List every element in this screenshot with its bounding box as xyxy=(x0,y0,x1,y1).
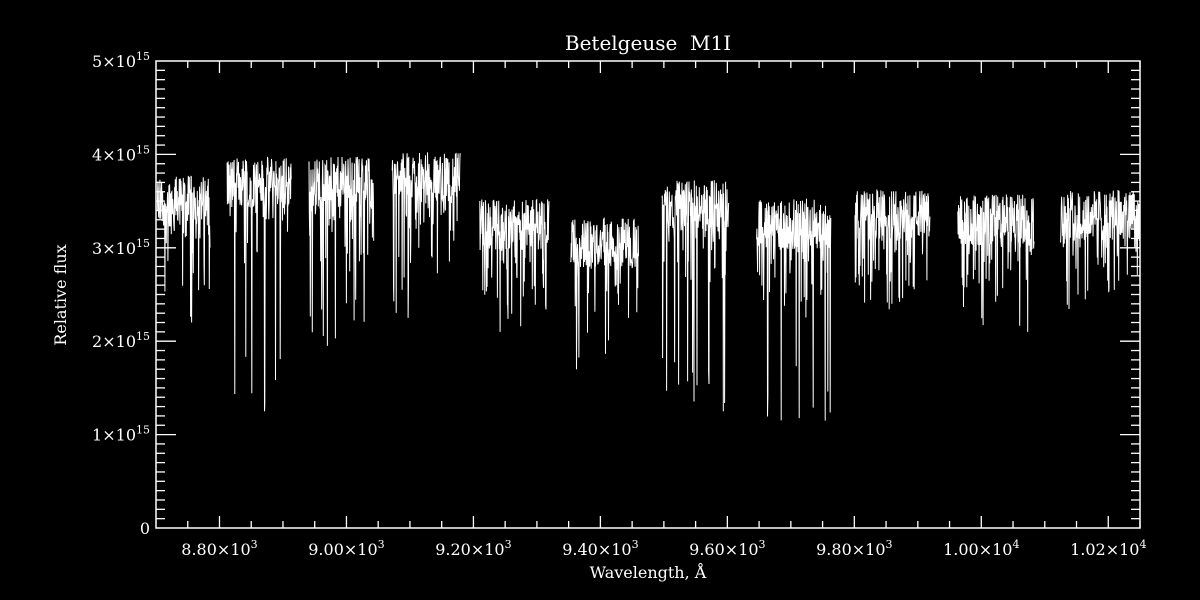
x-tick-label: 9.80×103 xyxy=(816,538,892,559)
x-tick-label: 9.00×103 xyxy=(308,538,384,559)
y-tick-label: 5×1015 xyxy=(92,50,150,71)
y-tick-label: 1×1015 xyxy=(92,424,150,445)
spectrum-segment xyxy=(854,189,931,310)
spectrum-segment xyxy=(479,198,550,332)
y-tick-label: 2×1015 xyxy=(92,330,150,351)
y-axis-label: Relative flux xyxy=(51,244,70,345)
x-tick-label: 1.02×104 xyxy=(1070,538,1146,559)
x-tick-label: 1.00×104 xyxy=(943,538,1019,559)
spectrum-segment xyxy=(156,175,211,323)
x-tick-label: 9.40×103 xyxy=(562,538,638,559)
spectrum-segment xyxy=(1060,189,1141,310)
spectrum-segment xyxy=(570,217,639,370)
spectrum-segment xyxy=(661,180,730,412)
spectrum-segment xyxy=(226,156,292,412)
x-tick-label: 9.20×103 xyxy=(435,538,511,559)
y-tick-label: 3×1015 xyxy=(92,237,150,258)
x-tick-label: 9.60×103 xyxy=(689,538,765,559)
chart-title: Betelgeuse M1I xyxy=(565,31,731,55)
spectrum-segment xyxy=(391,152,461,318)
y-tick-label: 4×1015 xyxy=(92,143,150,164)
spectrum-segment xyxy=(756,198,832,421)
y-tick-label: 0 xyxy=(140,519,150,538)
spectrum-segment xyxy=(308,156,375,346)
x-tick-label: 8.80×103 xyxy=(181,538,257,559)
x-axis-label: Wavelength, Å xyxy=(590,562,707,582)
plot-frame xyxy=(155,60,1141,529)
spectrum-segment xyxy=(957,194,1035,332)
